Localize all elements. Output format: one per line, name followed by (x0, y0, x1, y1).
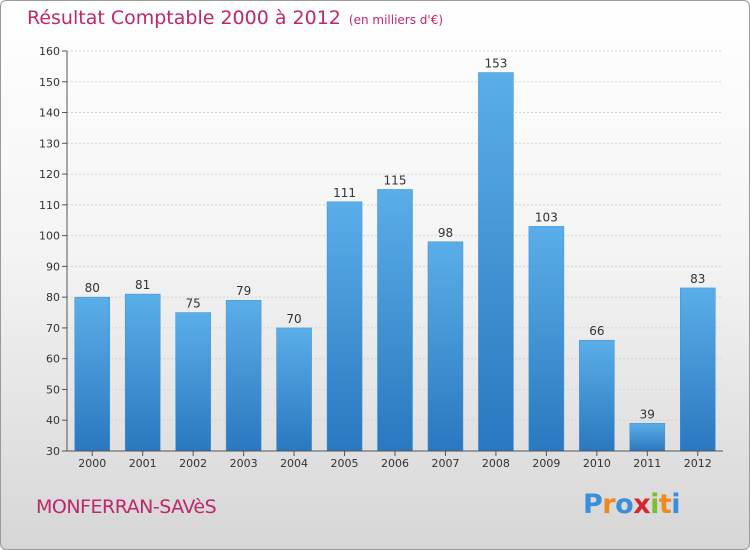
bar (680, 287, 716, 452)
x-tick-label: 2004 (280, 457, 308, 470)
x-tick-label: 2008 (482, 457, 510, 470)
y-tick-label: 150 (39, 76, 60, 89)
bar (225, 299, 262, 452)
y-tick-label: 40 (46, 414, 60, 427)
chart-title: Résultat Comptable 2000 à 2012 (en millie… (27, 7, 443, 29)
bar-value-label: 115 (384, 173, 407, 187)
y-tick-label: 110 (39, 199, 60, 212)
bar-value-label: 153 (484, 57, 507, 71)
x-tick-label: 2006 (381, 457, 409, 470)
bar (427, 241, 464, 452)
bar (629, 423, 666, 452)
bar-value-label: 79 (236, 284, 251, 298)
x-tick-label: 2003 (230, 457, 258, 470)
bar (74, 296, 110, 452)
x-tick-label: 2001 (129, 457, 157, 470)
bar-value-label: 83 (690, 272, 705, 286)
bar (175, 312, 211, 452)
y-tick-label: 80 (46, 291, 60, 304)
y-tick-label: 60 (46, 353, 60, 366)
bar-value-label: 98 (438, 226, 453, 240)
y-tick-label: 140 (39, 107, 60, 120)
y-tick-label: 50 (46, 383, 60, 396)
bar-value-label: 81 (135, 278, 150, 292)
chart-subtitle: (en milliers d'€) (348, 13, 444, 27)
x-tick-label: 2012 (684, 457, 712, 470)
place-name: MONFERRAN-SAVèS (36, 496, 217, 518)
logo-letter: P (583, 489, 603, 520)
bar-value-label: 80 (85, 281, 100, 295)
x-tick-label: 2000 (78, 457, 106, 470)
proxiti-logo: Proxiti (583, 489, 681, 520)
bar-value-label: 39 (640, 407, 655, 421)
bar-value-label: 103 (535, 210, 558, 224)
logo-letter: o (615, 489, 634, 520)
y-axis: 30 40 50 60 70 80 90 100 110 120 130 140 150 160 (39, 45, 68, 458)
bar-series: 80 81 75 79 70 111 115 98 153 103 66 39 83 (74, 57, 716, 452)
bar (478, 72, 514, 452)
x-tick-label: 2009 (532, 457, 560, 470)
bar-value-label: 70 (286, 312, 301, 326)
logo-letter: r (602, 489, 616, 520)
logo-letter: i (671, 489, 681, 520)
y-tick-label: 90 (46, 260, 60, 273)
y-tick-label: 120 (39, 168, 60, 181)
logo-letter: x (633, 489, 651, 520)
bar (124, 293, 161, 452)
bar (528, 226, 565, 452)
x-tick-label: 2011 (633, 457, 661, 470)
x-axis: 2000 2001 2002 2003 2004 2005 2006 2007 2008 2009… (67, 450, 723, 470)
y-tick-label: 70 (46, 322, 60, 335)
x-tick-label: 2010 (583, 457, 611, 470)
x-tick-label: 2005 (331, 457, 359, 470)
bar (377, 189, 413, 452)
x-tick-label: 2002 (179, 457, 207, 470)
x-tick-label: 2007 (431, 457, 459, 470)
bar-value-label: 75 (186, 297, 201, 311)
bar-value-label: 111 (333, 186, 356, 200)
y-tick-label: 130 (39, 137, 60, 150)
y-tick-label: 30 (46, 445, 60, 458)
bar (579, 339, 615, 452)
title-text: Résultat Comptable 2000 à 2012 (27, 7, 341, 29)
logo-letter: i (650, 489, 659, 520)
bar (276, 327, 312, 452)
bar-value-label: 66 (589, 324, 604, 338)
logo-letter: t (658, 489, 672, 520)
y-tick-label: 100 (39, 230, 60, 243)
y-tick-label: 160 (39, 45, 60, 58)
bar (326, 201, 363, 452)
